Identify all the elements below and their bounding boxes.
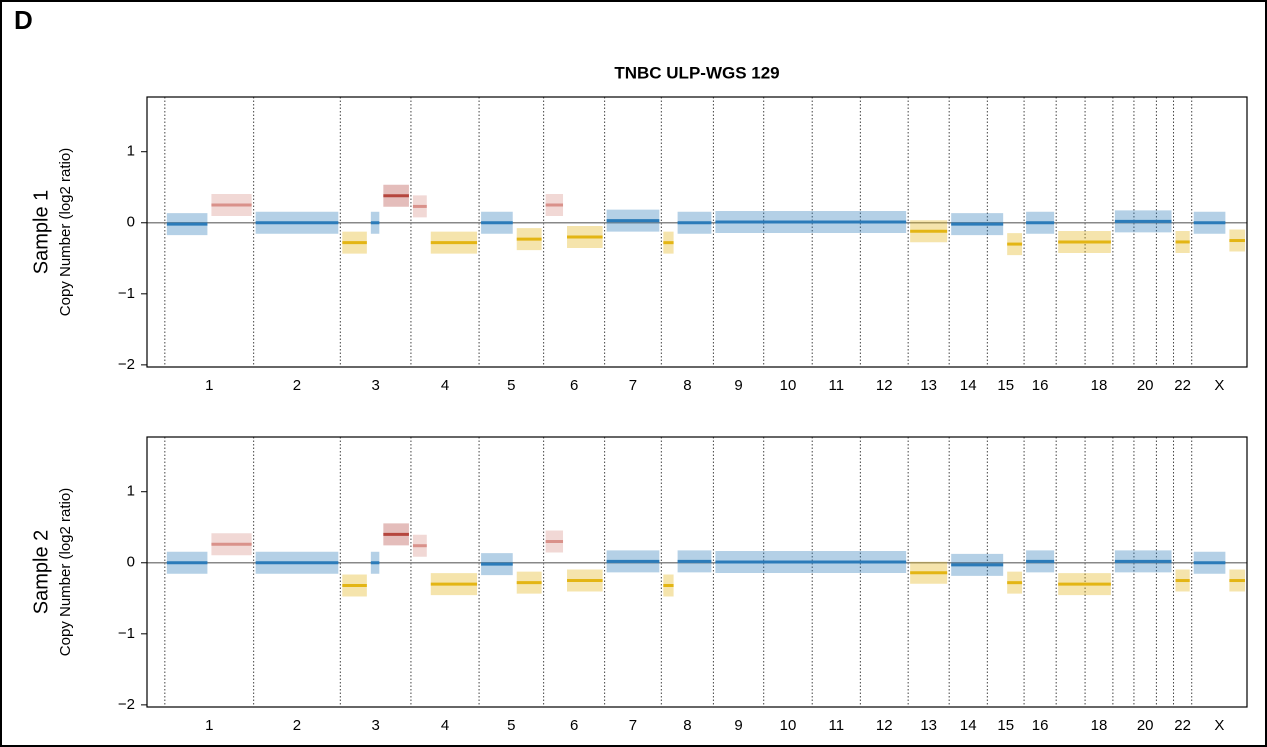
y-tick-label: 0 (127, 554, 135, 571)
x-tick-label: 20 (1137, 377, 1154, 394)
x-tick-label: 16 (1032, 377, 1049, 394)
x-tick-label: 5 (507, 717, 515, 734)
x-tick-label: 8 (683, 377, 691, 394)
y-axis-sublabel: Copy Number (log2 ratio) (57, 488, 74, 656)
y-tick-label: −2 (118, 696, 135, 713)
x-tick-label: 22 (1174, 717, 1191, 734)
x-tick-label: 22 (1174, 377, 1191, 394)
plot-frame (146, 436, 1248, 708)
x-tick-label: 7 (629, 377, 637, 394)
x-tick-label: 7 (629, 717, 637, 734)
y-tick-label: −2 (118, 356, 135, 373)
x-tick-label: 11 (828, 377, 844, 394)
x-tick-label: 12 (876, 377, 893, 394)
chart-title: TNBC ULP-WGS 129 (614, 63, 779, 82)
x-tick-label: 8 (683, 717, 691, 734)
y-axis-sublabel: Copy Number (log2 ratio) (57, 148, 74, 316)
y-axis-label: Sample 1 (30, 190, 52, 275)
x-tick-label: 2 (293, 717, 301, 734)
x-tick-label: 6 (570, 377, 578, 394)
y-axis-label: Sample 2 (30, 530, 52, 615)
x-tick-label: 10 (780, 717, 797, 734)
panel-label: D (14, 5, 33, 35)
x-tick-label: 15 (997, 377, 1014, 394)
x-tick-label: 3 (371, 717, 379, 734)
x-tick-label: 13 (920, 717, 937, 734)
x-tick-label: 20 (1137, 717, 1154, 734)
y-tick-label: 1 (127, 143, 135, 160)
y-tick-label: 0 (127, 214, 135, 231)
x-tick-label: X (1214, 377, 1224, 394)
y-tick-label: −1 (118, 625, 135, 642)
y-tick-label: −1 (118, 285, 135, 302)
x-tick-label: 3 (371, 377, 379, 394)
x-tick-label: 1 (205, 377, 213, 394)
x-tick-label: 12 (876, 717, 893, 734)
x-tick-label: 18 (1091, 377, 1108, 394)
x-tick-label: 6 (570, 717, 578, 734)
x-tick-label: 9 (734, 377, 742, 394)
x-tick-label: 1 (205, 717, 213, 734)
x-tick-label: 11 (828, 717, 844, 734)
x-tick-label: 18 (1091, 717, 1108, 734)
x-tick-label: 4 (441, 717, 449, 734)
x-tick-label: 2 (293, 377, 301, 394)
x-tick-label: 14 (960, 377, 977, 394)
x-tick-label: 15 (997, 717, 1014, 734)
x-tick-label: 4 (441, 377, 449, 394)
x-tick-label: X (1214, 717, 1224, 734)
x-tick-label: 9 (734, 717, 742, 734)
x-tick-label: 13 (920, 377, 937, 394)
x-tick-label: 14 (960, 717, 977, 734)
x-tick-label: 10 (780, 377, 797, 394)
plot-frame (146, 96, 1248, 368)
y-tick-label: 1 (127, 483, 135, 500)
x-tick-label: 16 (1032, 717, 1049, 734)
x-tick-label: 5 (507, 377, 515, 394)
